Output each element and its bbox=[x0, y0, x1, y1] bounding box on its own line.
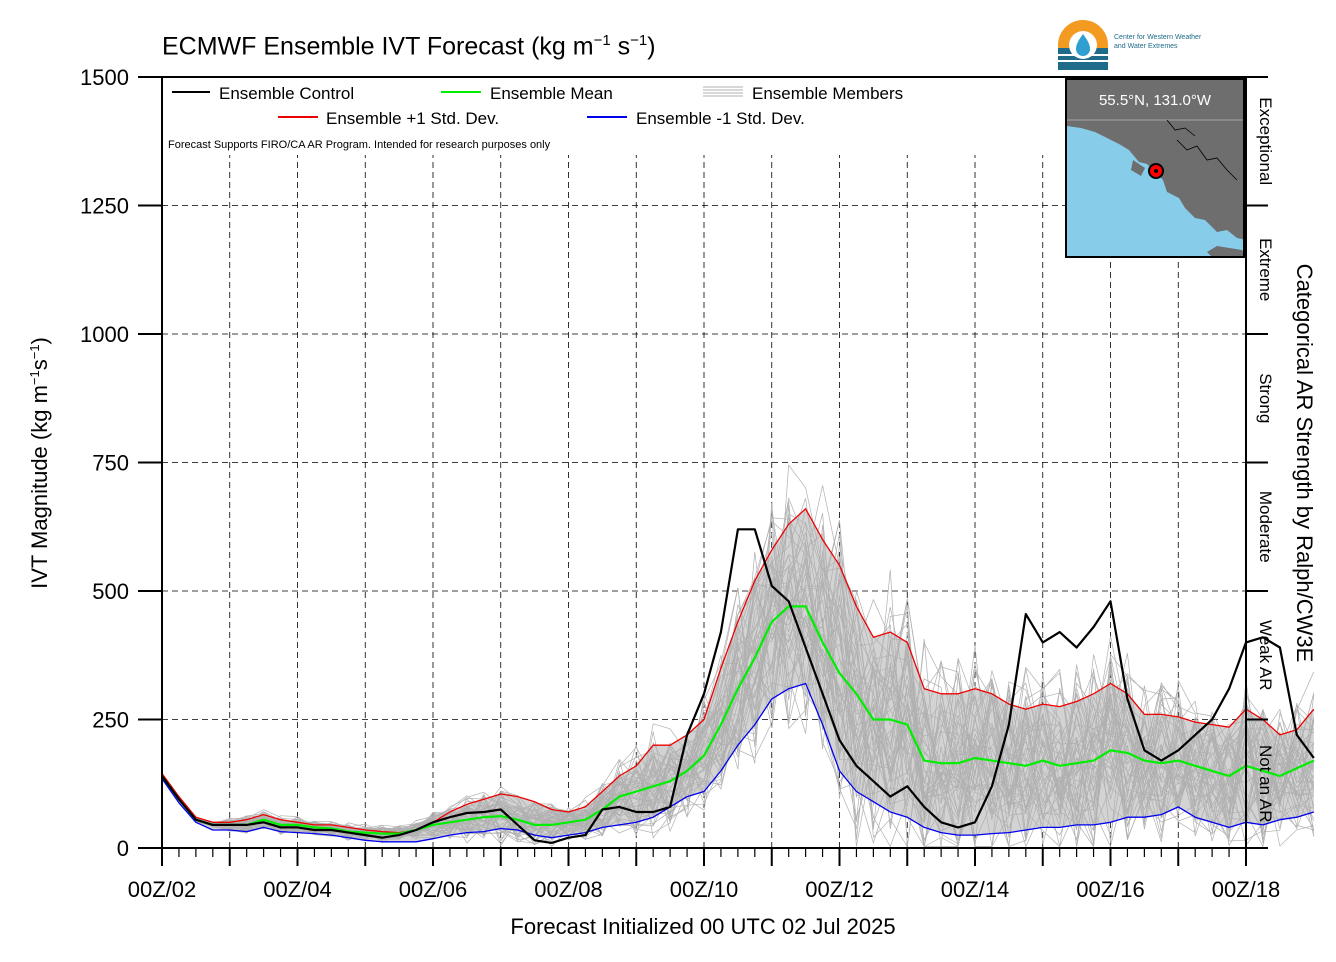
chart-title: ECMWF Ensemble IVT Forecast (kg m−1 s−1) bbox=[162, 32, 656, 61]
legend-label-plus-std: Ensemble +1 Std. Dev. bbox=[326, 109, 499, 128]
x-axis-label: Forecast Initialized 00 UTC 02 Jul 2025 bbox=[510, 914, 896, 939]
x-tick-label: 00Z/06 bbox=[399, 877, 468, 902]
x-tick-label: 00Z/04 bbox=[263, 877, 332, 902]
series-line-plus-std bbox=[161, 508, 1315, 834]
ar-category-label: Not an AR bbox=[1256, 745, 1275, 823]
ar-category-label: Extreme bbox=[1256, 238, 1275, 301]
ensemble-member-line bbox=[161, 464, 1315, 848]
x-tick-label: 00Z/18 bbox=[1212, 877, 1281, 902]
series-lines bbox=[161, 508, 1315, 845]
legend: Ensemble Control Ensemble Mean Ensemble … bbox=[164, 79, 924, 153]
ensemble-member-line bbox=[161, 558, 1315, 848]
ensemble-member-line bbox=[161, 520, 1315, 847]
x-tick-label: 00Z/08 bbox=[534, 877, 603, 902]
ensemble-member-line bbox=[161, 496, 1315, 847]
y-tick-label: 0 bbox=[117, 836, 129, 861]
y-tick-label: 1250 bbox=[80, 194, 129, 219]
x-tick-label: 00Z/02 bbox=[128, 877, 197, 902]
y-tick-label: 1000 bbox=[80, 322, 129, 347]
disclaimer-text: Forecast Supports FIRO/CA AR Program. In… bbox=[168, 139, 551, 151]
ensemble-member-line bbox=[161, 585, 1314, 836]
y-tick-label: 750 bbox=[92, 451, 129, 476]
right-axis-label: Categorical AR Strength by Ralph/CW3E bbox=[1292, 263, 1317, 663]
logo-text: Center for Western Weather and Water Extr… bbox=[1114, 34, 1202, 50]
legend-label-control: Ensemble Control bbox=[219, 84, 354, 103]
y-tick-label: 500 bbox=[92, 579, 129, 604]
water-drop-logo-icon bbox=[1058, 20, 1108, 70]
y-tick-label: 250 bbox=[92, 708, 129, 733]
y-tick-label: 1500 bbox=[80, 65, 129, 90]
x-tick-label: 00Z/12 bbox=[805, 877, 874, 902]
ensemble-member-line bbox=[161, 485, 1315, 848]
series-line-control bbox=[161, 528, 1315, 845]
y-axis-label: IVT Magnitude (kg m−1s−1) bbox=[26, 337, 53, 589]
cw3e-logo: Center for Western Weather and Water Extr… bbox=[1056, 18, 1246, 74]
axes: 0 250 500 750 1000 1250 1500 Not an AR Weak AR Mo… bbox=[80, 65, 1280, 902]
inset-coordinates: 55.5°N, 131.0°W bbox=[1098, 92, 1212, 109]
legend-label-minus-std: Ensemble -1 Std. Dev. bbox=[636, 109, 805, 128]
location-map-inset: 55.5°N, 131.0°W bbox=[1065, 78, 1245, 258]
x-tick-label: 00Z/14 bbox=[941, 877, 1010, 902]
x-tick-label: 00Z/16 bbox=[1076, 877, 1145, 902]
ensemble-member-line bbox=[161, 551, 1314, 846]
ar-category-label: Moderate bbox=[1256, 491, 1275, 563]
ar-category-label: Weak AR bbox=[1256, 620, 1275, 691]
legend-label-members: Ensemble Members bbox=[752, 84, 903, 103]
series-line-mean bbox=[161, 605, 1315, 835]
x-tick-label: 00Z/10 bbox=[670, 877, 739, 902]
ar-category-label: Strong bbox=[1256, 373, 1275, 423]
series-line-minus-std bbox=[161, 682, 1314, 843]
coastline-map bbox=[1067, 80, 1243, 256]
ensemble-members bbox=[161, 464, 1315, 848]
legend-swatch-members bbox=[703, 86, 743, 97]
ar-category-label: Exceptional bbox=[1256, 97, 1275, 185]
legend-label-mean: Ensemble Mean bbox=[490, 84, 613, 103]
